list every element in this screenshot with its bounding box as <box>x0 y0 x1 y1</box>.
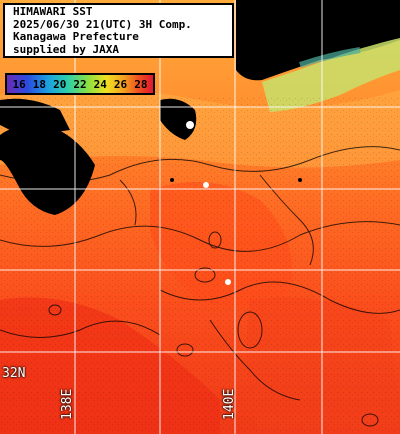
map-title-box: HIMAWARI SST 2025/06/30 21(UTC) 3H Comp.… <box>3 3 234 58</box>
map-timestamp: 2025/06/30 21(UTC) 3H Comp. <box>13 17 192 31</box>
island-markers <box>170 121 302 285</box>
legend-tick: 26 <box>113 77 128 91</box>
temperature-legend: 16 18 20 22 24 26 28 <box>5 73 155 95</box>
land-honshu <box>236 0 400 81</box>
legend-tick: 22 <box>73 77 87 91</box>
map-title: HIMAWARI SST <box>13 5 93 18</box>
legend-tick: 16 <box>12 77 26 91</box>
map-region: Kanagawa Prefecture <box>13 30 139 43</box>
legend-tick: 24 <box>93 77 107 91</box>
longitude-label-140: 140E <box>222 388 237 420</box>
coastal-cold-band <box>262 38 400 112</box>
legend-tick: 20 <box>53 77 67 91</box>
legend-tick: 28 <box>134 77 148 91</box>
latitude-label: 32N <box>2 366 26 381</box>
legend-tick: 18 <box>32 77 47 91</box>
map-credit: supplied by JAXA <box>13 42 119 56</box>
longitude-label-138: 138E <box>60 388 75 420</box>
